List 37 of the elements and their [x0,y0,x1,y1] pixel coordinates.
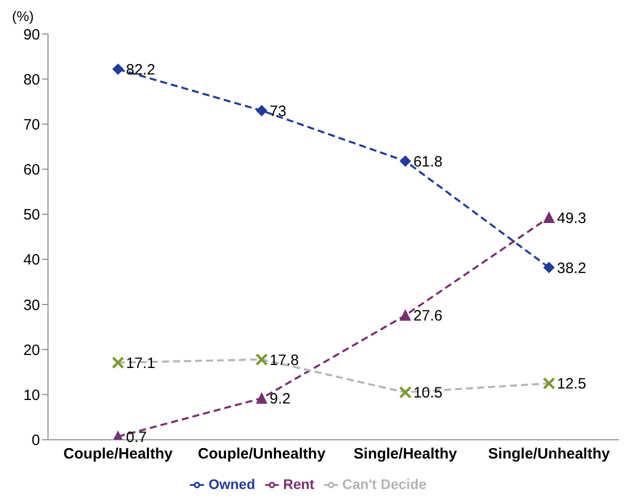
x-tick-label: Couple/Unhealthy [198,445,326,462]
point [256,105,268,116]
x-tick-label: Single/Unhealthy [488,445,610,462]
y-tick-label: 20 [23,342,40,359]
data-label: 0.7 [126,428,147,446]
y-tick-label: 0 [32,432,40,450]
data-label: 61.8 [413,153,443,170]
point [112,64,124,75]
point [256,392,268,404]
y-tick-label: 90 [23,26,40,44]
y-tick-label: 70 [23,116,40,134]
x-tick-label: Single/Healthy [354,445,458,462]
y-tick-label: 50 [23,206,40,224]
data-label: 12.5 [557,376,586,393]
x-tick-label: Couple/Healthy [63,445,174,462]
data-label: 38.2 [557,260,586,277]
y-axis-title: (%) [12,8,34,24]
data-label: 10.5 [413,384,443,402]
data-label: 82.2 [126,61,156,78]
point [400,156,411,167]
legend-label: Can't Decide [342,476,427,492]
y-tick-label: 80 [23,71,40,88]
y-tick-label: 40 [23,252,40,269]
y-tick-label: 60 [23,162,40,179]
y-tick-label: 10 [23,386,40,404]
data-label: 17.8 [270,352,299,369]
point [400,310,411,321]
data-label: 27.6 [413,308,443,325]
legend-label: Owned [208,476,256,492]
point [544,212,554,223]
y-tick-label: 30 [23,296,40,314]
legend-label: Rent [283,476,314,492]
data-label: 9.2 [270,390,291,408]
data-label: 49.3 [557,210,586,227]
data-label: 17.1 [126,354,156,372]
point [544,262,554,274]
data-label: 73 [270,102,286,120]
